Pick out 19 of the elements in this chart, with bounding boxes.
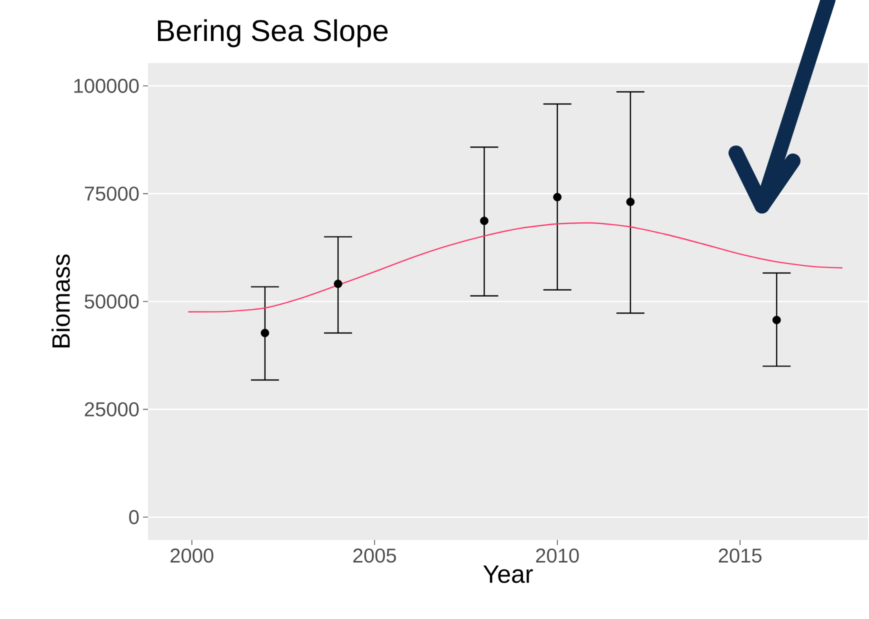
point [553,192,562,202]
line-series [188,222,844,312]
x-tick-label: 2015 [718,548,762,563]
y-tick-label: 75000 [84,186,139,201]
x-tick-label: 2010 [536,548,579,563]
point [480,216,488,226]
x-tick-label: 2000 [170,548,214,563]
point [772,316,781,324]
y-tick-label: 25000 [84,402,139,416]
y-axis-title: Biomass [52,254,70,348]
y-tick-label: 0 [129,510,139,524]
point [626,198,635,206]
chart-title: Bering Sea Slope [158,19,388,48]
point [334,280,342,288]
y-tick-label: 50000 [84,294,139,309]
y-tick-label: 100000 [74,78,139,93]
point [260,328,270,338]
x-tick-label: 2005 [353,548,396,563]
x-axis-title: Year [483,566,533,583]
